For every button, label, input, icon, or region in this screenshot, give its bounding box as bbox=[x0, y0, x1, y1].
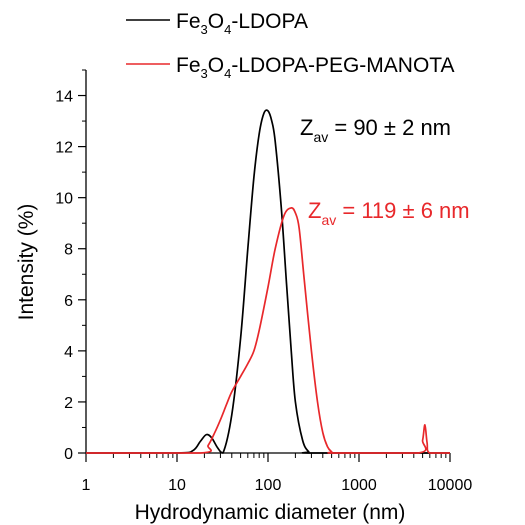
y-axis-title: Intensity (%) bbox=[15, 204, 38, 321]
legend-label-series-0: Fe3O4-LDOPA bbox=[176, 10, 308, 37]
y-tick-label-10: 10 bbox=[55, 191, 73, 208]
x-axis-title: Hydrodynamic diameter (nm) bbox=[135, 501, 406, 524]
x-tick-label-1000: 1000 bbox=[341, 477, 377, 494]
x-tick-label-10: 10 bbox=[168, 477, 186, 494]
series-line-0 bbox=[86, 109, 450, 454]
annotation-zav-series-1: Zav = 119 ± 6 nm bbox=[308, 198, 470, 228]
x-tick-label-1: 1 bbox=[82, 477, 91, 494]
y-tick-label-14: 14 bbox=[55, 89, 73, 106]
y-tick-label-4: 4 bbox=[64, 344, 73, 361]
y-tick-label-6: 6 bbox=[64, 293, 73, 310]
y-axis-ticks: 0 2 4 6 8 10 12 14 bbox=[55, 69, 86, 463]
y-tick-label-0: 0 bbox=[64, 446, 73, 463]
annotation-zav-series-0: Zav = 90 ± 2 nm bbox=[300, 115, 451, 145]
y-tick-label-12: 12 bbox=[55, 140, 73, 157]
series-lines bbox=[86, 109, 450, 454]
y-tick-label-2: 2 bbox=[64, 395, 73, 412]
x-tick-label-100: 100 bbox=[255, 477, 282, 494]
x-axis-ticks: 1 10 100 1000 10000 bbox=[82, 453, 473, 494]
legend: Fe3O4-LDOPA Fe3O4-LDOPA-PEG-MANOTA bbox=[126, 10, 455, 81]
legend-label-series-1: Fe3O4-LDOPA-PEG-MANOTA bbox=[176, 54, 455, 81]
y-tick-label-8: 8 bbox=[64, 242, 73, 259]
x-tick-label-10000: 10000 bbox=[428, 477, 473, 494]
series-line-1 bbox=[86, 206, 450, 454]
